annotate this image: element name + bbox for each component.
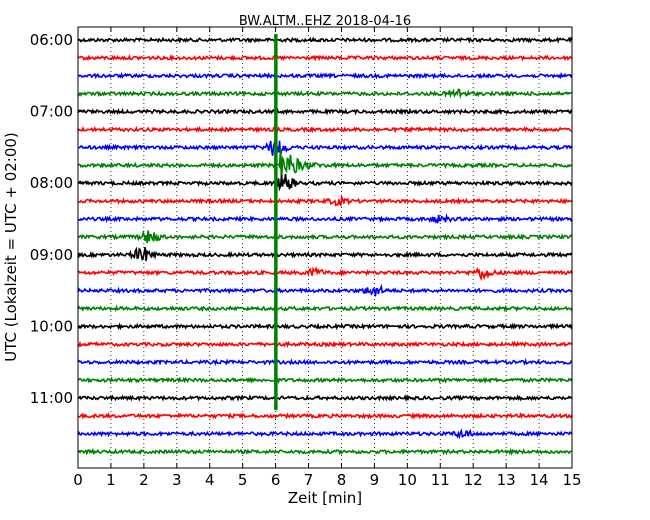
x-tick-label: 12 bbox=[464, 471, 483, 489]
trace-0800 bbox=[77, 173, 573, 192]
y-tick-label: 08:00 bbox=[30, 174, 73, 192]
chart-title: BW.ALTM..EHZ 2018-04-16 bbox=[239, 14, 411, 29]
y-tick-label: 11:00 bbox=[30, 389, 73, 407]
trace-1115 bbox=[77, 411, 573, 420]
x-tick-label: 2 bbox=[139, 471, 149, 489]
x-tick-label: 1 bbox=[106, 471, 116, 489]
trace-1000 bbox=[77, 322, 573, 331]
x-tick-label: 0 bbox=[73, 471, 83, 489]
y-axis-ticks: 06:00 07:00 08:00 09:00 10:00 11:00 bbox=[30, 31, 572, 407]
trace-1015 bbox=[77, 340, 573, 349]
trace-0930 bbox=[77, 283, 573, 297]
y-tick-label: 06:00 bbox=[30, 31, 73, 49]
trace-0830 bbox=[77, 212, 573, 224]
x-tick-label: 11 bbox=[431, 471, 450, 489]
trace-0700 bbox=[77, 107, 573, 116]
x-tick-label: 3 bbox=[172, 471, 182, 489]
x-tick-label: 4 bbox=[205, 471, 215, 489]
spikes-group bbox=[274, 34, 278, 410]
x-tick-label: 10 bbox=[398, 471, 417, 489]
trace-0915 bbox=[77, 266, 573, 282]
y-tick-label: 09:00 bbox=[30, 246, 73, 264]
trace-0730 bbox=[77, 137, 573, 157]
trace-0715 bbox=[77, 125, 573, 134]
trace-0845 bbox=[77, 230, 573, 244]
trace-1030 bbox=[77, 357, 573, 366]
y-tick-label: 10:00 bbox=[30, 317, 73, 335]
plot-frame bbox=[77, 26, 573, 469]
trace-0900 bbox=[77, 246, 573, 262]
x-tick-label: 7 bbox=[304, 471, 314, 489]
trace-0745 bbox=[77, 147, 573, 186]
earthquake-spike bbox=[274, 34, 278, 410]
trace-0645 bbox=[77, 88, 573, 100]
trace-0630 bbox=[77, 71, 573, 80]
trace-1100 bbox=[77, 393, 573, 403]
x-axis-label: Zeit [min] bbox=[288, 489, 362, 507]
trace-0615 bbox=[77, 53, 573, 62]
x-tick-label: 6 bbox=[271, 471, 281, 489]
x-tick-label: 9 bbox=[370, 471, 380, 489]
traces-group bbox=[77, 36, 573, 456]
x-tick-label: 15 bbox=[562, 471, 581, 489]
trace-0600 bbox=[77, 36, 573, 44]
grid-lines bbox=[110, 27, 540, 468]
trace-1145 bbox=[77, 447, 573, 456]
trace-1130 bbox=[77, 428, 573, 440]
trace-0815 bbox=[77, 194, 573, 208]
x-tick-label: 13 bbox=[497, 471, 516, 489]
x-axis-ticks: 0 1 2 3 4 5 6 7 8 9 10 11 12 13 14 15 bbox=[73, 27, 582, 489]
y-axis-label: UTC (Lokalzeit = UTC + 02:00) bbox=[2, 132, 20, 362]
x-tick-label: 8 bbox=[337, 471, 347, 489]
trace-1045 bbox=[77, 376, 573, 385]
x-tick-label: 14 bbox=[530, 471, 549, 489]
trace-0945 bbox=[77, 304, 573, 313]
x-tick-label: 5 bbox=[238, 471, 248, 489]
y-tick-label: 07:00 bbox=[30, 103, 73, 121]
